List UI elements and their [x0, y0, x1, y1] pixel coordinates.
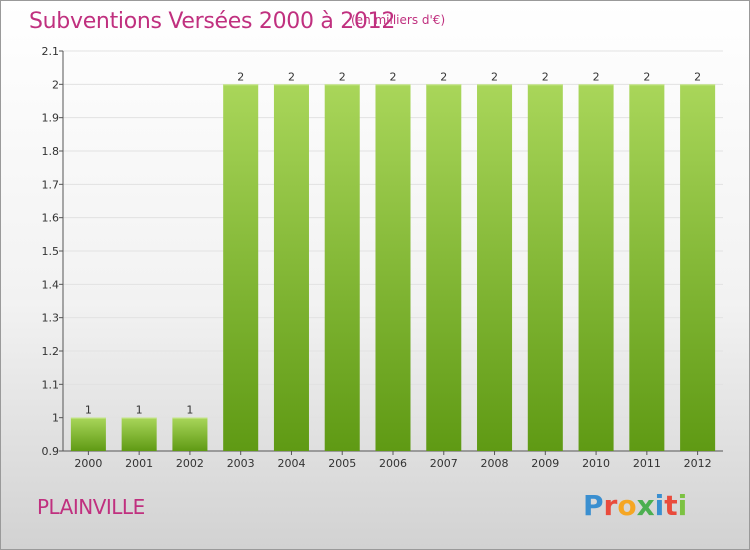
data-label: 2 — [288, 70, 295, 83]
data-label: 2 — [237, 70, 244, 83]
y-tick-label: 1.1 — [42, 378, 60, 391]
data-label: 2 — [542, 70, 549, 83]
bar — [629, 84, 665, 451]
bar — [223, 84, 259, 451]
proxiti-logo[interactable]: Proxiti — [583, 489, 687, 522]
x-tick-label: 2001 — [125, 457, 153, 470]
data-label: 2 — [593, 70, 600, 83]
y-tick-label: 0.9 — [42, 445, 60, 458]
x-tick-label: 2012 — [684, 457, 712, 470]
y-tick-label: 1 — [52, 412, 59, 425]
bar — [477, 84, 513, 451]
bar — [70, 417, 106, 451]
logo-letter: i — [654, 489, 665, 522]
bar — [273, 84, 309, 451]
y-tick-label: 2 — [52, 78, 59, 91]
x-tick-label: 2003 — [227, 457, 255, 470]
data-label: 2 — [339, 70, 346, 83]
x-tick-label: 2009 — [531, 457, 559, 470]
bar — [527, 84, 563, 451]
data-label: 2 — [694, 70, 701, 83]
x-tick-label: 2000 — [74, 457, 102, 470]
logo-letter: P — [583, 489, 604, 522]
data-label: 1 — [85, 404, 92, 417]
x-tick-label: 2008 — [481, 457, 509, 470]
data-label: 2 — [643, 70, 650, 83]
bar — [680, 84, 716, 451]
x-tick-label: 2007 — [430, 457, 458, 470]
x-tick-label: 2011 — [633, 457, 661, 470]
data-label: 1 — [186, 404, 193, 417]
commune-name: PLAINVILLE — [37, 495, 145, 519]
x-tick-label: 2004 — [277, 457, 305, 470]
y-tick-label: 1.8 — [42, 145, 60, 158]
chart-unit: (en milliers d'€) — [351, 13, 446, 27]
bars — [70, 84, 716, 451]
logo-letter: o — [617, 489, 637, 522]
y-tick-label: 1.2 — [42, 345, 60, 358]
data-label: 2 — [440, 70, 447, 83]
x-tick-label: 2006 — [379, 457, 407, 470]
y-tick-label: 1.6 — [42, 212, 60, 225]
logo-letter: x — [636, 489, 655, 522]
y-tick-label: 1.7 — [42, 178, 60, 191]
axes: 0.9 1 1.1 1.2 1.3 1.4 1.5 1.6 1.7 1.8 1.9 2 2.1 2000 2… — [42, 45, 723, 470]
logo-letter: i — [677, 489, 688, 522]
bar — [121, 417, 157, 451]
bar — [172, 417, 208, 451]
x-tick-label: 2010 — [582, 457, 610, 470]
labels: 1 1 1 2 2 2 2 2 2 2 2 2 2 — [85, 70, 701, 416]
data-label: 2 — [390, 70, 397, 83]
bar — [426, 84, 462, 451]
bar — [324, 84, 360, 451]
data-label: 1 — [136, 404, 143, 417]
y-tick-label: 1.9 — [42, 112, 60, 125]
chart-title: Subventions Versées 2000 à 2012 — [29, 9, 396, 34]
x-tick-label: 2005 — [328, 457, 356, 470]
y-tick-label: 1.4 — [42, 278, 60, 291]
y-tick-label: 1.3 — [42, 312, 60, 325]
bar — [375, 84, 411, 451]
y-tick-label: 1.5 — [42, 245, 60, 258]
logo-letter: r — [603, 489, 618, 522]
x-tick-label: 2002 — [176, 457, 204, 470]
data-label: 2 — [491, 70, 498, 83]
logo-letter: t — [664, 489, 678, 522]
bar — [578, 84, 614, 451]
y-tick-label: 2.1 — [42, 45, 60, 58]
